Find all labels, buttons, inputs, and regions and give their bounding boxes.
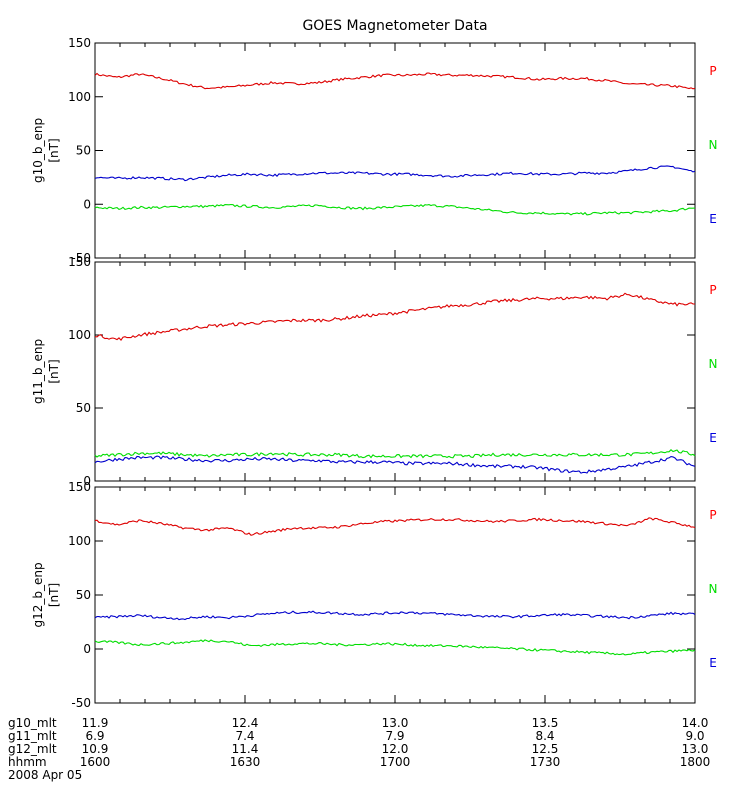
y-tick-label: 0	[83, 197, 91, 211]
bottom-axis-row: g10_mlt 11.9 12.4 13.0 13.5 14.0	[8, 717, 738, 730]
series-line-e	[94, 610, 696, 621]
y-tick-label: 150	[68, 36, 91, 50]
y-axis-label: g10_b_enp	[31, 118, 45, 183]
bottom-axis-value: 11.9	[81, 716, 109, 730]
bottom-axis-row-label: g12_mlt	[8, 742, 57, 756]
chart-title: GOES Magnetometer Data	[302, 18, 487, 34]
bottom-axis-row: hhmm 1600 1630 1700 1730 1800	[8, 756, 738, 769]
series-line-p	[94, 517, 696, 536]
y-tick-label: 100	[68, 90, 91, 104]
y-tick-label: 100	[68, 534, 91, 548]
y-axis-unit: [nT]	[47, 138, 61, 162]
bottom-axis-value: 6.9	[85, 729, 105, 743]
y-tick-label: 100	[68, 328, 91, 342]
legend-n: N	[709, 582, 718, 596]
bottom-axis-value: 14.0	[681, 716, 709, 730]
y-axis-label: g11_b_enp	[31, 339, 45, 404]
bottom-axis-value: 13.0	[681, 742, 709, 756]
bottom-axis-value: 12.4	[231, 716, 259, 730]
bottom-axis-row: g12_mlt 10.9 11.4 12.0 12.5 13.0	[8, 743, 738, 756]
bottom-axis-value: 12.5	[531, 742, 559, 756]
legend-n: N	[709, 138, 718, 152]
series-line-p	[94, 72, 696, 90]
legend-p: P	[709, 283, 716, 297]
legend-n: N	[709, 357, 718, 371]
y-tick-label: -50	[71, 696, 91, 710]
bottom-axis-value: 11.4	[231, 742, 259, 756]
legend-e: E	[709, 431, 717, 445]
bottom-axis-value: 9.0	[685, 729, 705, 743]
bottom-axis-value: 1730	[529, 755, 561, 769]
y-tick-label: 50	[76, 144, 91, 158]
y-axis-unit: [nT]	[47, 359, 61, 383]
bottom-axis-row-label: g10_mlt	[8, 716, 57, 730]
y-tick-label: -50	[71, 251, 91, 265]
panel-frame	[94, 486, 696, 704]
bottom-axis-value: 8.4	[535, 729, 555, 743]
legend-e: E	[709, 656, 717, 670]
y-axis-unit: [nT]	[47, 583, 61, 607]
bottom-axis-row-label: hhmm	[8, 755, 47, 769]
series-line-e	[94, 165, 696, 182]
y-tick-label: 150	[68, 255, 91, 269]
date-label: 2008 Apr 05	[8, 768, 83, 782]
bottom-axis-value: 13.5	[531, 716, 559, 730]
y-tick-label: 0	[83, 474, 91, 488]
bottom-axis-value: 1630	[229, 755, 261, 769]
y-tick-label: 50	[76, 401, 91, 415]
bottom-axis-value: 12.0	[381, 742, 409, 756]
y-axis-label: g12_b_enp	[31, 562, 45, 627]
series-line-n	[94, 639, 696, 656]
bottom-axis-value: 1600	[79, 755, 111, 769]
bottom-axis-value: 10.9	[81, 742, 109, 756]
legend-e: E	[709, 212, 717, 226]
legend-p: P	[709, 64, 716, 78]
bottom-axis-value: 13.0	[381, 716, 409, 730]
panel-frame	[94, 261, 696, 482]
series-line-n	[94, 203, 696, 216]
series-line-n	[94, 449, 696, 459]
series-line-p	[94, 292, 695, 341]
legend-p: P	[709, 508, 716, 522]
bottom-axis-row-label: g11_mlt	[8, 729, 57, 743]
y-tick-label: 0	[83, 642, 91, 656]
y-tick-label: 150	[68, 480, 91, 494]
bottom-axis-value: 1700	[379, 755, 411, 769]
series-line-e	[94, 455, 696, 474]
bottom-axis-value: 7.9	[385, 729, 405, 743]
bottom-axis-value: 7.4	[235, 729, 255, 743]
bottom-axis-value: 1800	[679, 755, 711, 769]
bottom-axis-row: g11_mlt 6.9 7.4 7.9 8.4 9.0	[8, 730, 738, 743]
y-tick-label: 50	[76, 588, 91, 602]
